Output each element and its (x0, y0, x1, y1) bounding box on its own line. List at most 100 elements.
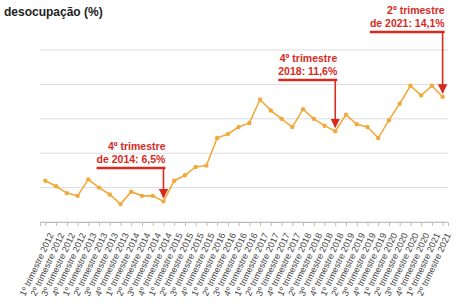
point (204, 163, 208, 167)
x-tick-mark (325, 222, 326, 226)
x-tick-mark (88, 222, 89, 226)
x-tick-mark (271, 222, 272, 226)
x-tick-mark (217, 222, 218, 226)
x-tick-mark (314, 222, 315, 226)
x-tick-mark (282, 222, 283, 226)
annotation-underline (370, 31, 445, 34)
x-tick-mark (56, 222, 57, 226)
point (75, 194, 79, 198)
x-tick-mark (421, 222, 422, 226)
x-tick-mark (239, 222, 240, 226)
point (430, 84, 434, 88)
point (408, 84, 412, 88)
x-tick: 2º trimestre 2021 (415, 222, 453, 298)
point (387, 118, 391, 122)
point (226, 132, 230, 136)
x-tick-mark (153, 222, 154, 226)
x-tick-mark (400, 222, 401, 226)
point (312, 117, 316, 121)
point (376, 136, 380, 140)
plot: 1º trimestre 20122º trimestre 20123º tri… (18, 50, 453, 298)
x-tick-mark (378, 222, 379, 226)
x-tick-mark (206, 222, 207, 226)
point (86, 177, 90, 181)
x-tick-mark (110, 222, 111, 226)
x-tick-mark (303, 222, 304, 226)
x-tick-mark (67, 222, 68, 226)
x-tick-mark (99, 222, 100, 226)
x-tick-mark (443, 222, 444, 226)
annotation-text: 4º trimestre (280, 52, 338, 64)
grid-line (40, 118, 448, 119)
point (269, 108, 273, 112)
point (108, 192, 112, 196)
x-tick-mark (389, 222, 390, 226)
point (322, 123, 326, 127)
annotation-underline (278, 79, 337, 82)
x-tick-mark (78, 222, 79, 226)
annotation-arrow (442, 33, 444, 93)
x-tick-mark (410, 222, 411, 226)
x-tick-mark (367, 222, 368, 226)
x-tick-mark (174, 222, 175, 226)
x-tick-mark (142, 222, 143, 226)
point (365, 125, 369, 129)
annotation-text: 2018: 11,6% (278, 65, 338, 77)
point (151, 194, 155, 198)
grid-line (40, 50, 448, 51)
point (140, 194, 144, 198)
line (45, 86, 442, 204)
annotation-arrow (163, 169, 165, 197)
x-axis-line (41, 223, 449, 227)
point (236, 125, 240, 129)
grid-line (40, 84, 448, 85)
annotation: 4º trimestrede 2014: 6,5% (97, 140, 167, 197)
point (419, 93, 423, 97)
point (129, 190, 133, 194)
x-axis: 1º trimestre 20122º trimestre 20123º tri… (18, 222, 453, 298)
point (118, 202, 122, 206)
annotation-text: de 2021: 14,1% (370, 17, 445, 29)
point (247, 121, 251, 125)
point (290, 125, 294, 129)
annotation: 2º trimestrede 2021: 14,1% (370, 4, 445, 93)
point (97, 185, 101, 189)
point (397, 101, 401, 105)
x-tick-mark (249, 222, 250, 226)
annotation-text: de 2014: 6,5% (97, 153, 167, 165)
point (54, 184, 58, 188)
point (258, 97, 262, 101)
x-tick-mark (335, 222, 336, 226)
x-tick-mark (346, 222, 347, 226)
annotation-arrow (334, 81, 336, 127)
chart: desocupação (%) 1º trimestre 20122º trime… (0, 0, 460, 306)
point (355, 122, 359, 126)
point (215, 136, 219, 140)
x-tick-mark (432, 222, 433, 226)
point (43, 179, 47, 183)
series (43, 84, 445, 207)
x-tick-mark (121, 222, 122, 226)
point (279, 117, 283, 121)
point (161, 199, 165, 203)
x-tick-mark (228, 222, 229, 226)
annotation: 4º trimestre2018: 11,6% (278, 52, 338, 127)
grid (40, 50, 448, 222)
x-tick-mark (185, 222, 186, 226)
point (344, 112, 348, 116)
point (301, 107, 305, 111)
point (183, 173, 187, 177)
point (172, 179, 176, 183)
x-tick-mark (196, 222, 197, 226)
x-tick-mark (260, 222, 261, 226)
annotation-text: 4º trimestre (108, 140, 166, 152)
annotations: 4º trimestrede 2014: 6,5%4º trimestre201… (97, 4, 446, 197)
point (440, 95, 444, 99)
title: desocupação (%) (4, 5, 103, 19)
point (193, 165, 197, 169)
annotation-text: 2º trimestre (387, 4, 445, 16)
x-tick-mark (357, 222, 358, 226)
x-tick-mark (292, 222, 293, 226)
point (333, 129, 337, 133)
point (65, 191, 69, 195)
